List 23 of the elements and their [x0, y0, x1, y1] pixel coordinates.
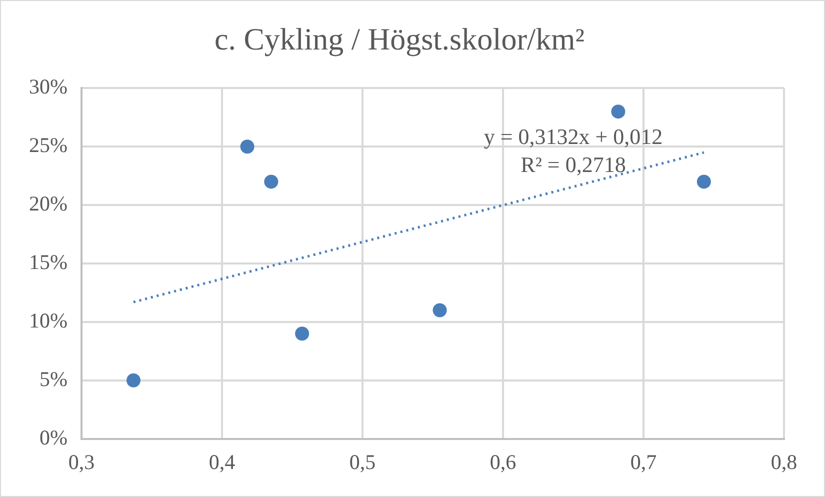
point: [240, 140, 254, 154]
y-tick-label: 25%: [28, 133, 68, 158]
y-tick-label: 15%: [28, 250, 68, 274]
chart-title: c. Cykling / Högst.skolor/km²: [214, 22, 585, 57]
x-tick-label: 0,7: [630, 450, 657, 474]
x-tick-label: 0,5: [349, 450, 376, 474]
point: [611, 104, 626, 119]
y-tick-label: 20%: [28, 192, 68, 216]
point: [126, 373, 140, 388]
point: [432, 303, 447, 318]
annotation: y = 0,3132x + 0,012: [484, 124, 663, 149]
point: [264, 174, 278, 189]
y-tick-label: 10%: [28, 308, 68, 332]
annotation: R² = 0,2718: [520, 152, 626, 177]
x-tick-label: 0,3: [68, 450, 95, 474]
y-tick-label: 5%: [39, 366, 68, 391]
x-tick-label: 0,4: [208, 450, 236, 474]
point: [295, 326, 310, 341]
x-tick-label: 0,8: [770, 450, 798, 474]
y-tick-label: 30%: [28, 74, 68, 99]
x-tick-label: 0,6: [490, 450, 516, 474]
y-tick-label: 0%: [39, 425, 68, 450]
point: [696, 174, 711, 189]
